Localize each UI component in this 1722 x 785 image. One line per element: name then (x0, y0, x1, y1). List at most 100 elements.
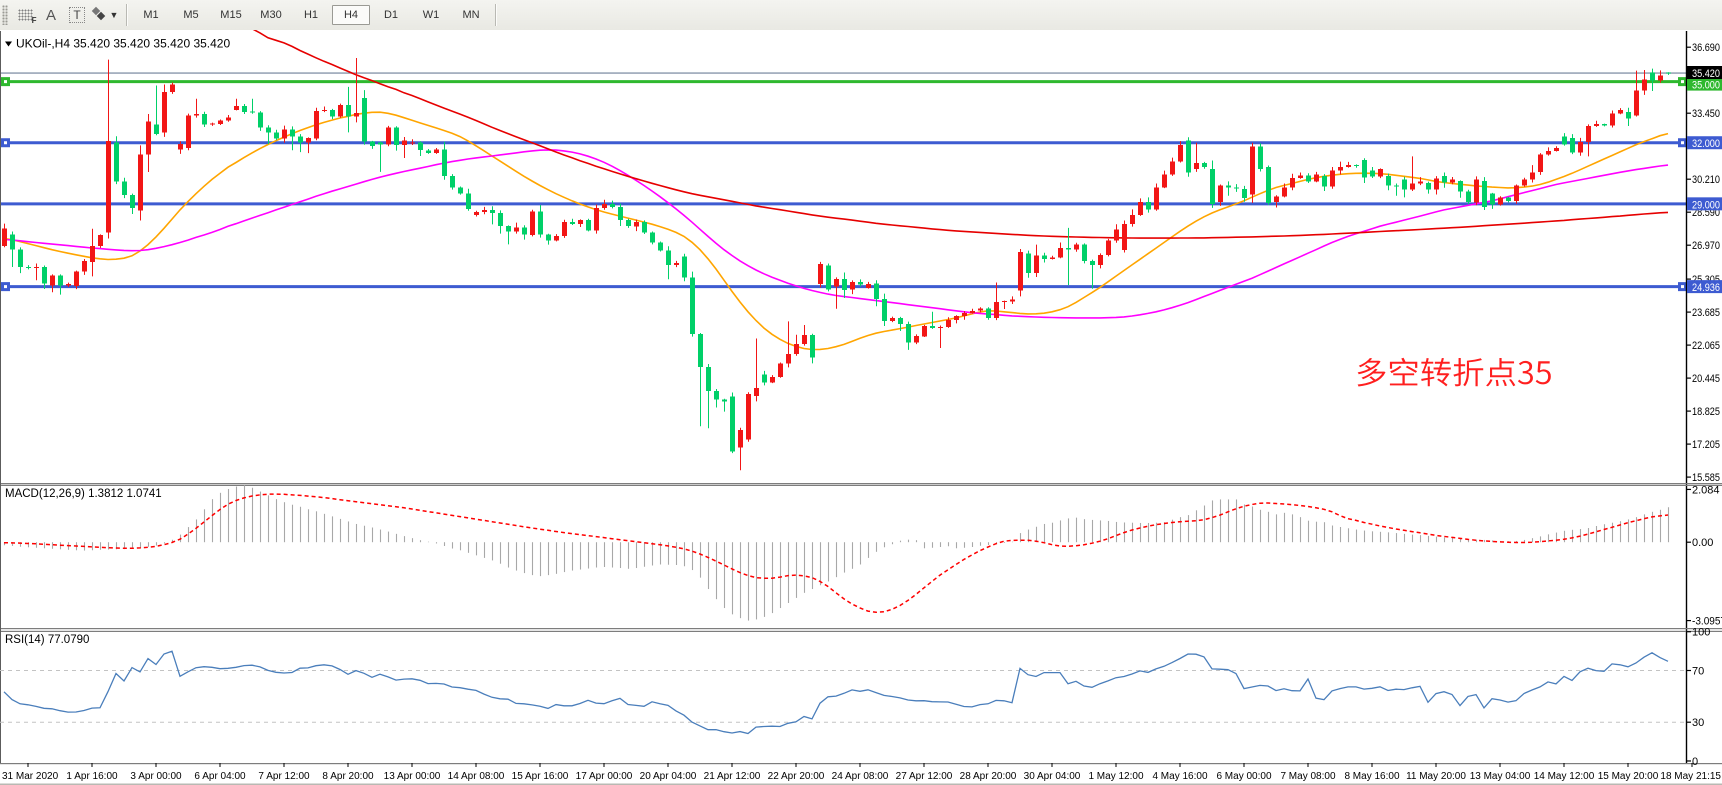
candle-body (994, 301, 999, 319)
candle-body (634, 222, 639, 227)
tf-button-w1[interactable]: W1 (422, 9, 440, 21)
chevron-down-icon[interactable]: ▼ (109, 10, 119, 20)
candle-body (474, 212, 479, 216)
time-tick-label[interactable]: 14 May 12:00 (1534, 771, 1595, 782)
candle-body (1010, 299, 1015, 302)
time-tick-label[interactable]: 1 Apr 16:00 (66, 771, 118, 782)
tf-button-m15[interactable]: M15 (220, 9, 242, 21)
candle-body (1042, 255, 1047, 259)
time-tick-label[interactable]: 6 Apr 04:00 (194, 771, 246, 782)
candle-body (66, 283, 71, 286)
time-tick-label[interactable]: 31 Mar 2020 (2, 771, 59, 782)
tf-button-m5[interactable]: M5 (183, 9, 199, 21)
candle-body (266, 127, 271, 133)
time-tick-label[interactable]: 18 May 21:15 (1660, 771, 1721, 782)
tf-button-m1[interactable]: M1 (143, 9, 159, 21)
price-tick-label: 26.970 (1692, 240, 1720, 252)
hline-handle-center (4, 285, 7, 289)
tf-button-d1[interactable]: D1 (383, 9, 399, 21)
candle-body (970, 310, 975, 313)
text-tool-icon[interactable]: T (64, 3, 90, 27)
time-tick-label[interactable]: 7 Apr 12:00 (258, 771, 310, 782)
time-tick-label[interactable]: 6 May 00:00 (1216, 771, 1271, 782)
candle-body (522, 227, 527, 235)
chart-canvas[interactable]: 36.69033.45030.21028.59026.97025.30523.6… (0, 30, 1722, 785)
time-tick-label[interactable]: 24 Apr 08:00 (832, 771, 889, 782)
time-tick-label[interactable]: 15 Apr 16:00 (512, 771, 569, 782)
time-tick-label[interactable]: 11 May 20:00 (1406, 771, 1466, 782)
candle-body (858, 282, 863, 285)
candle-body (1610, 113, 1615, 126)
candle-body (162, 91, 167, 133)
candle-body (746, 393, 751, 440)
time-tick-label[interactable]: 17 Apr 00:00 (576, 771, 633, 782)
time-tick-label[interactable]: 1 May 12:00 (1088, 771, 1143, 782)
candle-body (1362, 159, 1367, 178)
candle-body (874, 283, 879, 300)
candle-body (706, 366, 711, 392)
candle-body (1194, 163, 1199, 169)
candle-body (226, 117, 231, 121)
price-tick-label: 17.205 (1692, 439, 1720, 451)
toolbar-grip[interactable] (2, 5, 8, 25)
candle-body (1026, 253, 1031, 274)
candle-body (1250, 146, 1255, 195)
candle-body (146, 121, 151, 155)
chart-grid-icon[interactable]: F (12, 3, 38, 27)
candle-body (1466, 191, 1471, 202)
time-tick-label[interactable]: 13 May 04:00 (1470, 771, 1531, 782)
time-tick-label[interactable]: 7 May 08:00 (1280, 771, 1335, 782)
candle-body (330, 110, 335, 117)
candle-body (242, 106, 247, 112)
candle-body (186, 115, 191, 148)
candle-body (1410, 183, 1415, 190)
time-tick-label[interactable]: 8 May 16:00 (1344, 771, 1399, 782)
candle-body (434, 149, 439, 154)
panel-separator[interactable] (0, 628, 1722, 630)
symbol-collapse-icon[interactable] (5, 41, 12, 47)
panel-separator[interactable] (0, 630, 1722, 632)
time-tick-label[interactable]: 22 Apr 20:00 (768, 771, 825, 782)
candle-body (946, 319, 951, 327)
candle-body (1554, 147, 1559, 151)
tf-button-mn[interactable]: MN (462, 9, 480, 21)
cursor-tool-icon[interactable]: A (45, 6, 56, 24)
time-tick-label[interactable]: 13 Apr 00:00 (384, 771, 441, 782)
time-tick-label[interactable]: 30 Apr 04:00 (1024, 771, 1081, 782)
time-axis-border (0, 763, 1722, 765)
candle-body (306, 138, 311, 143)
candle-body (338, 104, 343, 117)
time-tick-label[interactable]: 15 May 20:00 (1598, 771, 1659, 782)
candle-body (386, 127, 391, 145)
time-tick-label[interactable]: 21 Apr 12:00 (704, 771, 761, 782)
shapes-tool-icon[interactable]: ▼ (90, 3, 120, 27)
candle-body (282, 129, 287, 139)
time-tick-label[interactable]: 27 Apr 12:00 (896, 771, 953, 782)
candle-body (74, 271, 79, 286)
toolbar: F A T ▼ M1 M5 M15 M30 H1 H4 D1 W1 MN (0, 0, 1722, 31)
hline-handle-center (4, 141, 7, 145)
level-label: 24.936 (1692, 282, 1720, 294)
tf-button-h1[interactable]: H1 (303, 9, 319, 21)
time-tick-label[interactable]: 28 Apr 20:00 (960, 771, 1017, 782)
candle-body (138, 154, 143, 211)
time-tick-label[interactable]: 4 May 16:00 (1152, 771, 1207, 782)
candle-body (1226, 185, 1231, 188)
time-tick-label[interactable]: 8 Apr 20:00 (322, 771, 374, 782)
candle-body (1666, 72, 1671, 74)
candle-body (514, 227, 519, 232)
candle-body (234, 106, 239, 110)
candle-body (698, 334, 703, 367)
panel-separator[interactable] (0, 484, 1722, 486)
candle-body (834, 278, 839, 287)
tf-button-m30[interactable]: M30 (260, 9, 282, 21)
candle-body (618, 206, 623, 221)
candle-body (1586, 126, 1591, 143)
time-tick-label[interactable]: 14 Apr 08:00 (448, 771, 505, 782)
panel-separator[interactable] (0, 483, 1722, 485)
tf-button-h4[interactable]: H4 (332, 5, 370, 25)
candle-body (1170, 161, 1175, 175)
candle-body (1458, 181, 1463, 192)
time-tick-label[interactable]: 20 Apr 04:00 (640, 771, 697, 782)
time-tick-label[interactable]: 3 Apr 00:00 (130, 771, 182, 782)
